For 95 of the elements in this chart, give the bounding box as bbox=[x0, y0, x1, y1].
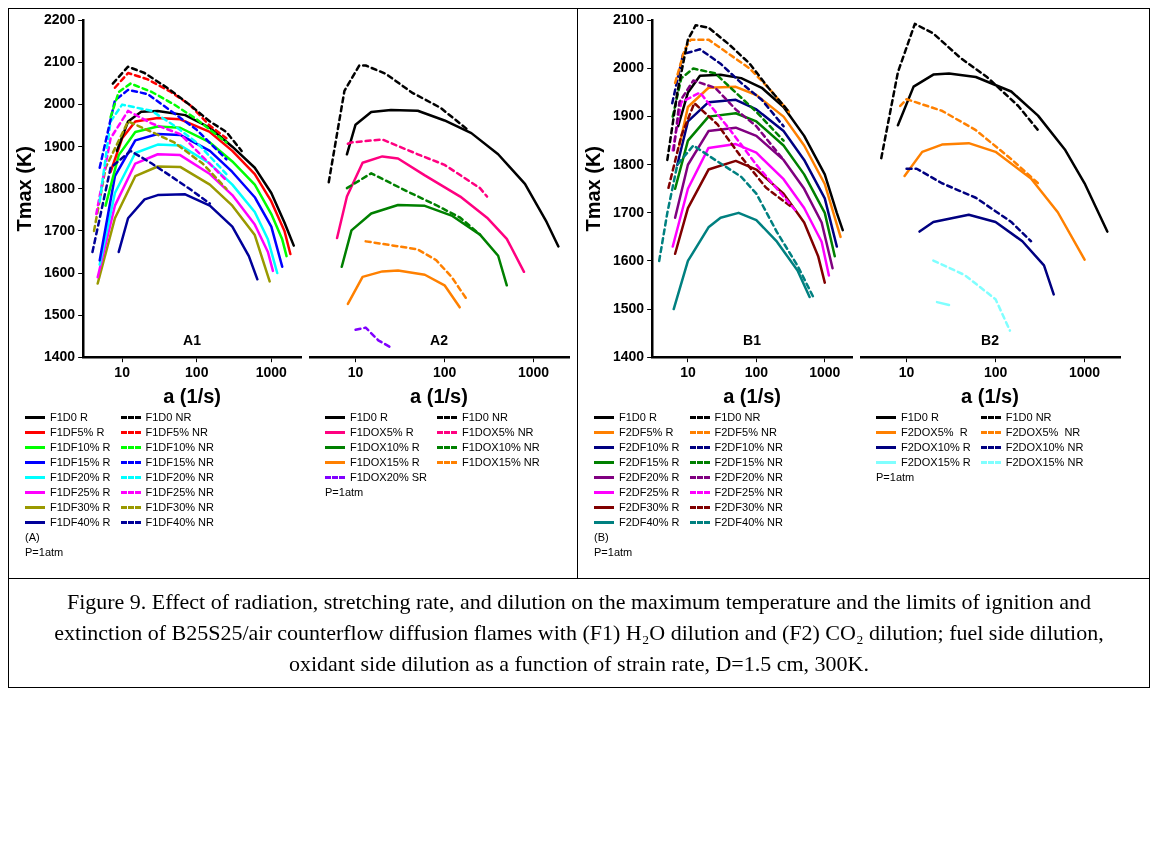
text: A2 bbox=[430, 332, 449, 349]
y-tick-label: 1500 bbox=[43, 305, 76, 322]
legend-label: F1DF15% NR bbox=[145, 456, 214, 468]
legend-label: F1D0 R bbox=[350, 411, 388, 423]
x-tick-label: 100 bbox=[744, 364, 769, 381]
legend-label: F1DF30% R bbox=[50, 501, 111, 513]
legend-label: F1DF25% R bbox=[50, 486, 111, 498]
legend-label: F2DF25% R bbox=[619, 486, 680, 498]
legend-label: F2DF5% R bbox=[619, 426, 674, 438]
y-tick-label: 1500 bbox=[612, 299, 645, 316]
legend-label: F1D0 NR bbox=[1005, 411, 1052, 423]
legend-label: F1DF20% NR bbox=[145, 471, 214, 483]
legend-label: F1D0 NR bbox=[145, 411, 192, 423]
legend-label: F2DF25% NR bbox=[714, 486, 783, 498]
legend-label: F1DF10% R bbox=[50, 441, 111, 453]
x-axis-title: a (1/s) bbox=[961, 384, 1019, 407]
legend-label: F1DF25% NR bbox=[145, 486, 214, 498]
legend-label: F2DF10% R bbox=[619, 441, 680, 453]
y-tick-label: 2200 bbox=[43, 11, 76, 28]
legend-label: F1DF20% R bbox=[50, 471, 111, 483]
x-tick-label: 1000 bbox=[518, 364, 550, 381]
y-tick-label: 1800 bbox=[612, 155, 645, 172]
text: A1 bbox=[183, 332, 202, 349]
legend-label: F2DOX10% NR bbox=[1005, 441, 1084, 453]
y-tick-label: 1600 bbox=[612, 251, 645, 268]
x-tick-label: 1000 bbox=[809, 364, 841, 381]
x-tick-label: 1000 bbox=[255, 364, 288, 381]
legend-label: F2DOX15% NR bbox=[1005, 456, 1084, 468]
legend-label: F2DF30% R bbox=[619, 501, 680, 513]
x-tick-label: 100 bbox=[185, 364, 209, 381]
legend-label: F2DF20% NR bbox=[714, 471, 783, 483]
text: (A) bbox=[24, 530, 41, 543]
text: P=1atm bbox=[875, 470, 916, 483]
legend-label: F2DF20% R bbox=[619, 471, 680, 483]
legend-label: F1DF10% NR bbox=[145, 441, 214, 453]
x-tick-label: 100 bbox=[983, 364, 1008, 381]
legend-label: F2DF40% NR bbox=[714, 516, 783, 528]
y-tick-label: 1900 bbox=[43, 137, 76, 154]
x-tick-label: 1000 bbox=[1069, 364, 1101, 381]
legend-label: F2DF40% R bbox=[619, 516, 680, 528]
legend-label: F2DF15% R bbox=[619, 456, 680, 468]
text: (B) bbox=[593, 530, 610, 543]
y-tick-label: 2000 bbox=[612, 59, 645, 76]
legend-label: F1DF5% R bbox=[50, 426, 105, 438]
y-tick-label: 2100 bbox=[43, 53, 76, 70]
legend-label: F1D0 R bbox=[50, 411, 88, 423]
y-axis-title: Tmax (K) bbox=[12, 146, 35, 232]
x-axis-title: a (1/s) bbox=[723, 384, 781, 407]
y-tick-label: 2100 bbox=[612, 11, 645, 28]
y-axis-title: Tmax (K) bbox=[581, 146, 604, 232]
x-axis-title: a (1/s) bbox=[163, 384, 221, 407]
text: B2 bbox=[981, 332, 1000, 349]
x-tick-label: 10 bbox=[114, 364, 131, 381]
legend-label: F1DF40% R bbox=[50, 516, 111, 528]
text: B1 bbox=[743, 332, 762, 349]
legend-label: F1DOX20% SR bbox=[350, 471, 428, 483]
legend-label: F1DF5% NR bbox=[145, 426, 208, 438]
x-tick-label: 100 bbox=[432, 364, 457, 381]
text: P=1atm bbox=[593, 545, 634, 558]
legend-label: F1DOX10% R bbox=[350, 441, 420, 453]
legend-label: F1D0 R bbox=[901, 411, 939, 423]
x-tick-label: 10 bbox=[680, 364, 696, 381]
text: P=1atm bbox=[324, 485, 365, 498]
caption: Figure 9. Effect of radiation, stretching rate, and dilution on the maximum temperature and the limits of ignition and extinction of B25S25/air counterflow diffusion flames with (F1) H₂O dilution and (F2) CO₂ dilution; fuel side dilution, oxidant side dilution as a function of strain rate, D=1.5 cm, 300K. bbox=[9, 578, 1149, 688]
y-tick-label: 1800 bbox=[43, 179, 76, 196]
y-tick-label: 1700 bbox=[612, 203, 645, 220]
legend-label: F1DOX10% NR bbox=[462, 441, 540, 453]
legend-label: F1DOX5% R bbox=[350, 426, 414, 438]
y-tick-label: 1700 bbox=[43, 221, 76, 238]
legend-label: F2DF5% NR bbox=[714, 426, 777, 438]
legend-label: F2DF30% NR bbox=[714, 501, 783, 513]
legend-label: F1DF30% NR bbox=[145, 501, 214, 513]
y-tick-label: 1400 bbox=[43, 348, 76, 365]
y-tick-label: 1600 bbox=[43, 263, 76, 280]
legend-label: F1DOX15% NR bbox=[462, 456, 540, 468]
legend-label: F2DOX5% NR bbox=[1005, 426, 1081, 438]
x-tick-label: 10 bbox=[347, 364, 364, 381]
y-tick-label: 1900 bbox=[612, 107, 645, 124]
x-axis-title: a (1/s) bbox=[410, 384, 468, 407]
legend-label: F1D0 NR bbox=[462, 411, 508, 423]
legend-label: F2DF10% NR bbox=[714, 441, 783, 453]
legend-label: F1D0 R bbox=[619, 411, 657, 423]
legend-label: F2DOX5% R bbox=[901, 426, 968, 438]
legend-label: F1DOX15% R bbox=[350, 456, 420, 468]
text: P=1atm bbox=[24, 545, 65, 558]
legend-label: F2DOX15% R bbox=[901, 456, 971, 468]
legend-label: F2DOX10% R bbox=[901, 441, 971, 453]
legend-label: F1DOX5% NR bbox=[462, 426, 534, 438]
y-tick-label: 1400 bbox=[612, 348, 645, 365]
legend-label: F2DF15% NR bbox=[714, 456, 783, 468]
legend-label: F1DF40% NR bbox=[145, 516, 214, 528]
legend-label: F1DF15% R bbox=[50, 456, 111, 468]
x-tick-label: 10 bbox=[898, 364, 915, 381]
y-tick-label: 2000 bbox=[43, 95, 76, 112]
legend-label: F1D0 NR bbox=[714, 411, 761, 423]
